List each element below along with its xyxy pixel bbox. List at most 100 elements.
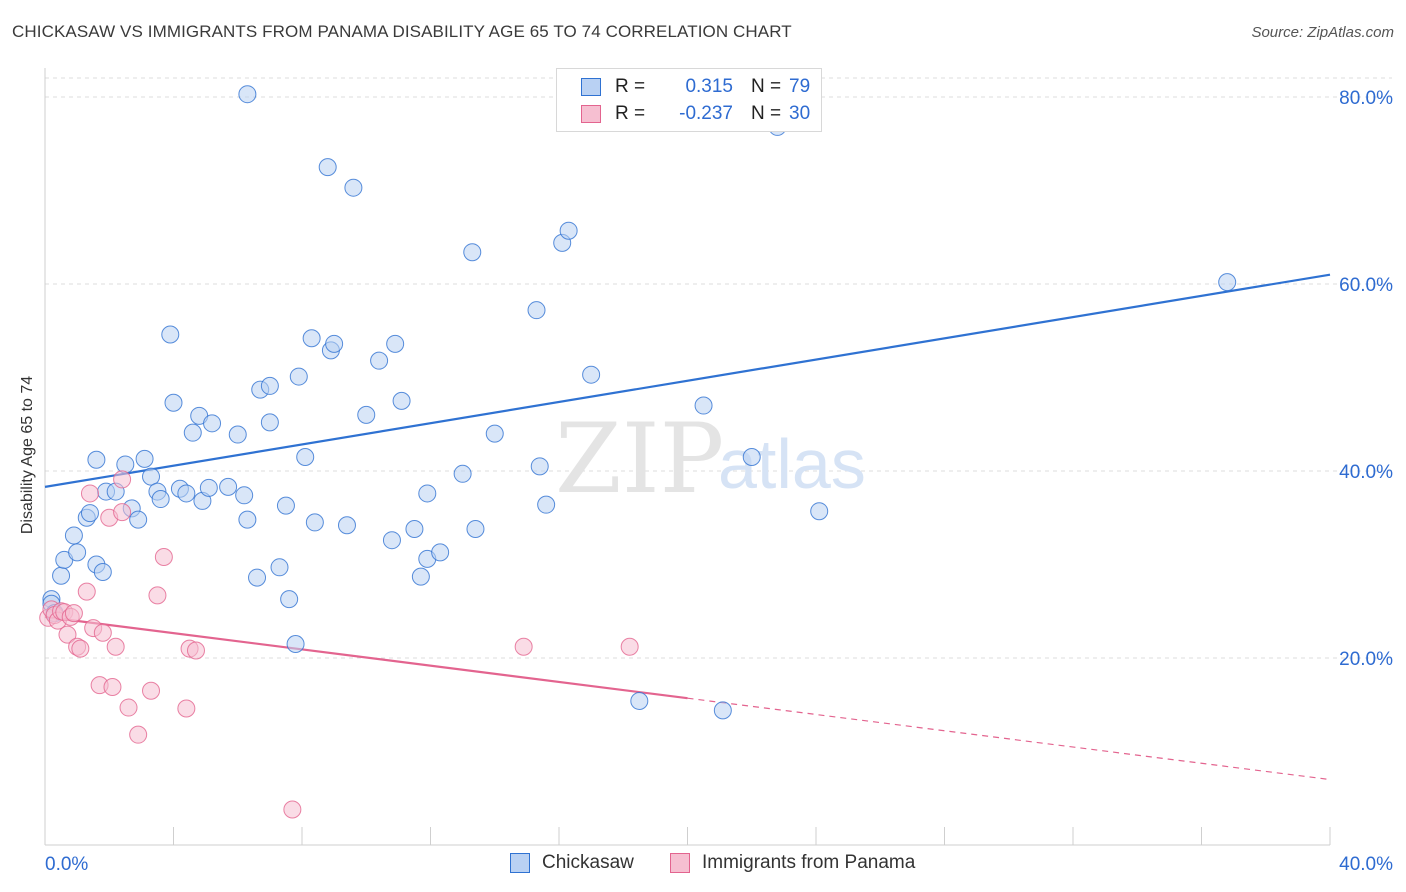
point-chickasaw: [344, 178, 363, 197]
point-chickasaw: [418, 484, 437, 503]
point-chickasaw: [87, 450, 106, 469]
point-chickasaw: [370, 351, 389, 370]
legend-label-chickasaw: Chickasaw: [542, 852, 634, 873]
point-chickasaw: [151, 490, 170, 509]
point-panama: [177, 699, 196, 718]
point-chickasaw: [630, 692, 649, 711]
point-panama: [142, 681, 161, 700]
point-chickasaw: [582, 365, 601, 384]
watermark-atlas: atlas: [718, 425, 866, 503]
point-panama: [106, 637, 125, 656]
point-chickasaw: [305, 513, 324, 532]
legend-r-label: R =: [615, 103, 646, 124]
point-chickasaw: [382, 531, 401, 550]
legend-item-panama: Immigrants from Panama: [670, 852, 915, 874]
point-panama: [77, 582, 96, 601]
legend-n-label: N =: [751, 76, 782, 97]
y-tick-label: 80.0%: [1339, 88, 1393, 109]
x-tick-label: 0.0%: [45, 854, 88, 875]
point-chickasaw: [411, 567, 430, 586]
point-panama: [93, 623, 112, 642]
legend-swatch-pink: [581, 105, 601, 123]
legend-swatch-pink: [670, 853, 690, 873]
legend-n-value: 30: [789, 103, 811, 124]
point-panama: [113, 470, 132, 489]
y-axis-label: Disability Age 65 to 74: [19, 375, 36, 535]
legend-row-panama: R = -0.237 N = 30: [581, 103, 810, 125]
point-chickasaw: [1218, 273, 1237, 292]
point-chickasaw: [129, 510, 148, 529]
point-panama: [80, 484, 99, 503]
point-chickasaw: [142, 467, 161, 486]
legend-item-chickasaw: Chickasaw: [510, 852, 634, 874]
series-legend: Chickasaw Immigrants from Panama: [0, 852, 1406, 878]
point-chickasaw: [559, 221, 578, 240]
point-panama: [64, 604, 83, 623]
point-panama: [129, 725, 148, 744]
trend-line-panama-projection: [687, 697, 1331, 781]
legend-n-label: N =: [751, 103, 782, 124]
point-chickasaw: [164, 393, 183, 412]
legend-swatch-blue: [510, 853, 530, 873]
point-panama: [186, 641, 205, 660]
point-chickasaw: [392, 391, 411, 410]
point-chickasaw: [286, 634, 305, 653]
point-chickasaw: [52, 566, 71, 585]
legend-row-chickasaw: R = 0.315 N = 79: [581, 76, 810, 98]
point-panama: [148, 586, 167, 605]
trend-line-chickasaw: [44, 273, 1331, 488]
point-chickasaw: [248, 568, 267, 587]
y-tick-label: 40.0%: [1339, 462, 1393, 483]
point-chickasaw: [238, 510, 257, 529]
point-chickasaw: [68, 543, 87, 562]
point-chickasaw: [135, 449, 154, 468]
point-chickasaw: [161, 325, 180, 344]
point-chickasaw: [260, 376, 279, 395]
point-chickasaw: [466, 519, 485, 538]
point-chickasaw: [238, 85, 257, 104]
point-chickasaw: [405, 519, 424, 538]
legend-r-value: 0.315: [685, 76, 733, 97]
point-chickasaw: [694, 396, 713, 415]
point-chickasaw: [325, 334, 344, 353]
axes: [44, 68, 1331, 846]
tick-labels: 20.0% 40.0% 60.0% 80.0% 0.0% 40.0%: [45, 88, 1393, 875]
legend-r-label: R =: [615, 76, 646, 97]
point-chickasaw: [453, 464, 472, 483]
point-chickasaw: [203, 414, 222, 433]
point-chickasaw: [318, 158, 337, 177]
point-panama: [71, 639, 90, 658]
point-chickasaw: [296, 447, 315, 466]
point-panama: [283, 800, 302, 819]
point-panama: [514, 637, 533, 656]
point-chickasaw: [485, 424, 504, 443]
point-chickasaw: [219, 477, 238, 496]
point-panama: [103, 677, 122, 696]
point-panama: [58, 625, 77, 644]
point-chickasaw: [302, 329, 321, 348]
x-tick-label: 40.0%: [1339, 854, 1393, 875]
point-chickasaw: [199, 478, 218, 497]
point-chickasaw: [235, 486, 254, 505]
point-chickasaw: [228, 425, 247, 444]
point-chickasaw: [260, 413, 279, 432]
grid-lines: [45, 77, 1392, 659]
point-chickasaw: [280, 590, 299, 609]
legend-n-value: 79: [789, 76, 811, 97]
point-chickasaw: [337, 516, 356, 535]
point-chickasaw: [177, 484, 196, 503]
point-chickasaw: [357, 405, 376, 424]
point-chickasaw: [80, 504, 99, 523]
point-chickasaw: [270, 558, 289, 577]
point-panama: [154, 548, 173, 567]
point-chickasaw: [742, 447, 761, 466]
point-chickasaw: [810, 502, 829, 521]
point-chickasaw: [431, 543, 450, 562]
legend-label-panama: Immigrants from Panama: [702, 852, 916, 873]
legend-swatch-blue: [581, 78, 601, 96]
point-chickasaw: [276, 496, 295, 515]
point-chickasaw: [713, 701, 732, 720]
point-panama: [119, 698, 138, 717]
trend-lines: [44, 273, 1331, 781]
